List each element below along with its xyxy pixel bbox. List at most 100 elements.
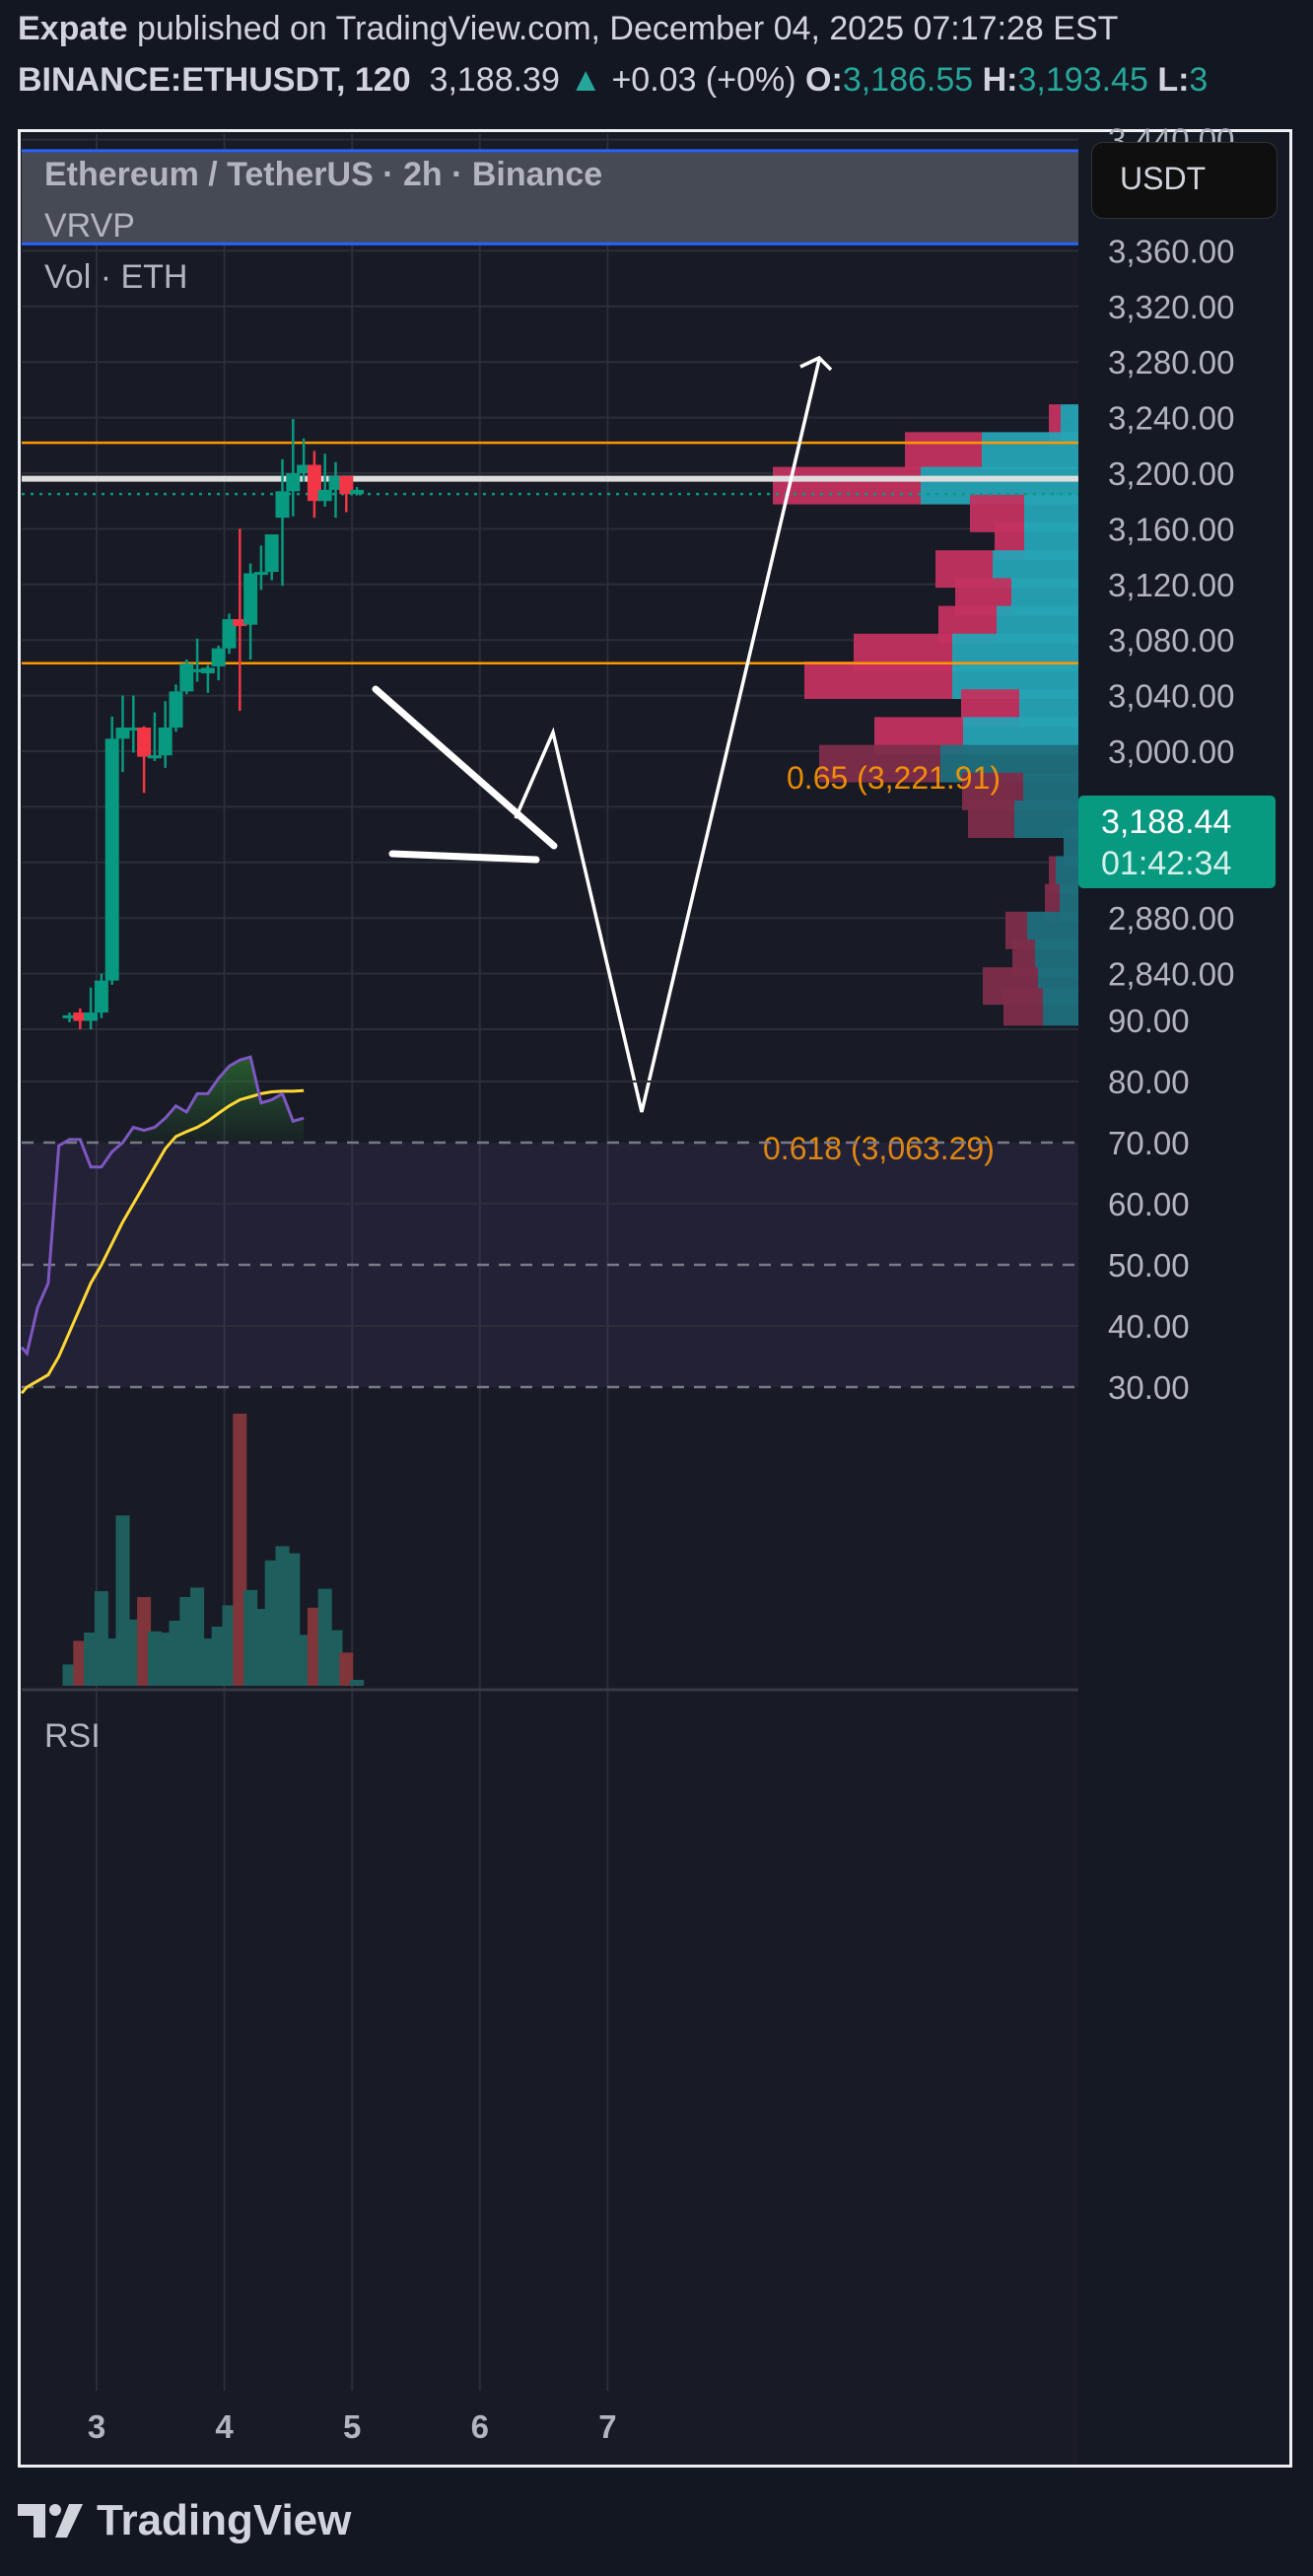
volume-bar [275,1546,290,1686]
tradingview-logo-icon [18,2504,83,2538]
volume-bar [94,1591,108,1686]
candle-body [169,691,183,729]
rsi-ma-line [20,1088,305,1395]
volume-bar [307,1607,321,1686]
candle-body [350,489,365,495]
brand-name: TradingView [97,2496,352,2544]
candle-body [94,980,108,1013]
rsi-legend[interactable]: RSI [44,1717,101,1755]
target-zone-fill [22,150,1078,244]
volume-bar [190,1587,205,1686]
candle-body [84,1012,99,1021]
last-price-tag: 3,188.44 01:42:34 [1078,796,1276,888]
volume-bar [84,1633,99,1686]
candle-body [317,489,332,502]
candle-body [147,755,162,759]
currency-button[interactable]: USDT [1091,142,1278,219]
rsi-axis-label: 80.00 [1108,1064,1190,1100]
time-axis-labels[interactable]: 3 4 5 6 7 [88,2408,617,2445]
vrvp-up-bar [982,432,1078,470]
price-axis-label: 3,240.00 [1108,400,1234,437]
drawings[interactable] [372,355,833,1113]
candle-body [62,1014,77,1018]
candle-body [264,534,279,573]
candle-body [233,619,247,627]
rsi-line [20,1055,305,1358]
fib-label-065: 0.65 (3,221.91) [787,760,1001,796]
chart-title: Ethereum / TetherUS · 2h · Binance [44,156,603,193]
projection-path [514,359,821,1113]
candle-body [339,475,354,495]
fib-levels[interactable]: 0.65 (3,221.91) 0.618 (3,063.29) [22,441,1078,1166]
rsi-pane [20,1055,1078,1395]
volume-profile [773,404,1078,1026]
volume-bar [211,1627,226,1686]
volume-bar [253,1609,268,1686]
vrvp-down-bar [1049,856,1056,894]
volume-bar [104,1638,119,1686]
candle-body [73,1012,88,1021]
rsi-overbought-fill [69,1057,305,1143]
volume-bar [297,1635,311,1686]
rsi-axis-label: 60.00 [1108,1186,1190,1222]
vrvp-down-bar [1003,988,1043,1026]
arrow-head-icon [799,355,833,372]
tradingview-logo[interactable]: TradingView [18,2496,351,2545]
time-axis-label: 3 [88,2408,105,2445]
candle-body [307,464,321,502]
vrvp-down-bar [773,466,921,505]
author-name: Expate [18,10,128,47]
change-up-icon: ▲ [569,61,602,99]
target-zone[interactable] [22,149,1078,245]
price-axis-bg [1078,132,1289,2465]
volume-bar [147,1631,162,1686]
candle-body [286,473,301,492]
triangle-lower-trendline [388,850,540,864]
candle-body [297,464,311,473]
rsi-axis-label: 30.00 [1108,1369,1190,1406]
volume-legend[interactable]: Vol · ETH [44,258,188,296]
volume-bar [339,1652,354,1686]
price-axis-label: 3,360.00 [1108,233,1234,269]
candle-body [275,491,290,519]
price-axis-label: 3,080.00 [1108,622,1234,659]
high-value: 3,193.45 [1017,61,1148,99]
symbol-header: BINANCE:ETHUSDT, 120 3,188.39 ▲ +0.03 (+… [18,61,1208,100]
volume-bar [169,1621,183,1686]
candle-body [211,648,226,666]
low-label: L: [1157,61,1190,99]
candle-body [253,572,268,576]
price-axis-label: 3,160.00 [1108,511,1234,547]
time-axis-label: 4 [215,2408,234,2445]
price-axis-label: 3,040.00 [1108,678,1234,715]
vrvp-down-bar [905,432,982,470]
volume-bar [222,1605,237,1686]
volume-bar [233,1414,247,1686]
candle-body [179,663,194,692]
price-axis-label: 3,200.00 [1108,455,1234,492]
volume-bar [115,1515,130,1686]
price-change: +0.03 (+0%) [611,61,796,99]
candle-body [200,667,215,674]
publish-header: Expate published on TradingView.com, Dec… [18,10,1118,48]
volume-bar [137,1597,152,1686]
candle-body [243,573,258,625]
volume-bar [200,1638,215,1686]
price-axis-label: 3,000.00 [1108,733,1234,770]
rsi-axis-label: 70.00 [1108,1125,1190,1161]
bar-countdown: 01:42:34 [1101,845,1232,882]
vrvp-down-bar [804,661,952,699]
candle-body [137,728,152,757]
candle-body [158,728,173,756]
volume-bar [350,1680,365,1686]
candle-body [222,619,237,649]
fib-label-0618: 0.618 (3,063.29) [763,1131,995,1166]
last-price: 3,188.39 [429,61,560,99]
time-axis-label: 5 [343,2408,361,2445]
vrvp-legend[interactable]: VRVP [44,207,135,244]
high-label: H: [982,61,1018,99]
time-axis-label: 6 [471,2408,489,2445]
rsi-axis-label: 40.00 [1108,1308,1190,1345]
symbol-label: BINANCE:ETHUSDT, 120 [18,61,411,99]
